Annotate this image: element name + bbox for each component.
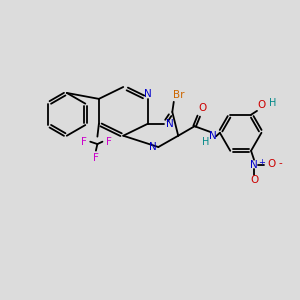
- Text: O: O: [267, 160, 275, 170]
- Text: O: O: [250, 175, 258, 185]
- Text: H: H: [202, 137, 210, 147]
- Text: N: N: [250, 160, 258, 170]
- Text: F: F: [93, 153, 99, 163]
- Text: O: O: [258, 100, 266, 110]
- Text: H: H: [269, 98, 276, 108]
- Text: -: -: [278, 158, 282, 168]
- Text: N: N: [166, 119, 173, 129]
- Text: Br: Br: [173, 90, 184, 100]
- Text: F: F: [81, 137, 87, 147]
- Text: +: +: [258, 158, 265, 166]
- Text: N: N: [144, 88, 152, 98]
- Text: N: N: [209, 131, 217, 141]
- Text: F: F: [106, 137, 112, 147]
- Text: N: N: [149, 142, 157, 152]
- Text: O: O: [198, 103, 206, 113]
